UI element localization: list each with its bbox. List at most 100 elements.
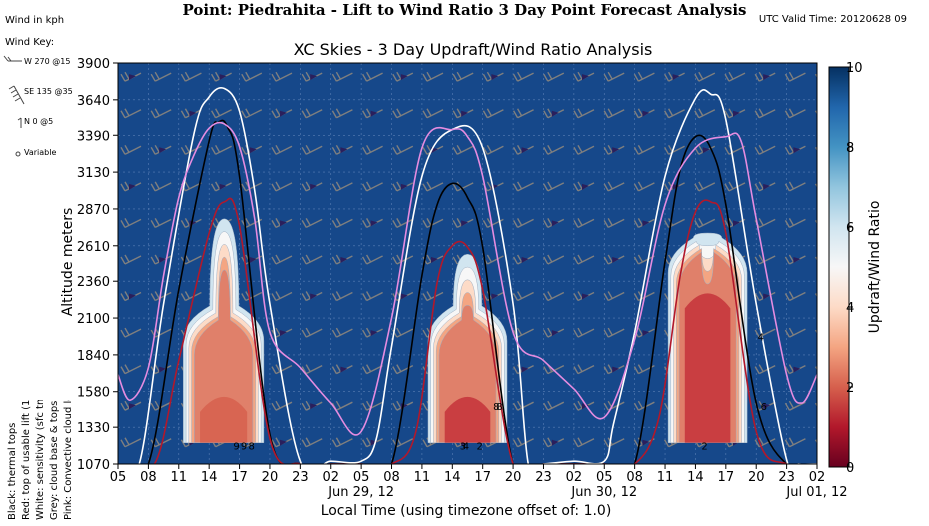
wind-barb [694, 218, 716, 229]
legend-black: Black: thermal tops [7, 423, 18, 520]
x-tick-label: 23 [778, 470, 795, 485]
wind-barb [754, 108, 776, 119]
y-tick-label: 2360 [77, 275, 110, 290]
x-tick-label: 20 [505, 470, 522, 485]
y-tick-label: 2100 [77, 312, 110, 327]
wind-barb [633, 218, 655, 229]
wind-barb [603, 108, 625, 119]
x-tick-label: 17 [231, 470, 248, 485]
wind-barb [814, 366, 817, 371]
wind-barb [331, 218, 353, 229]
wind-barb [814, 402, 817, 408]
wind-barb [361, 400, 383, 411]
wind-barb [694, 71, 716, 82]
wind-barb [543, 291, 565, 302]
wind-barb [482, 71, 504, 82]
wind-key-west: W 270 @15 [24, 57, 71, 66]
y-axis-label: Altitude meters [60, 208, 76, 317]
wind-barb [392, 218, 414, 229]
x-tick-label: 02 [322, 470, 339, 485]
wind-barb [361, 254, 383, 265]
x-date-label: Jun 29, 12 [327, 485, 394, 500]
wind-barb [120, 364, 142, 375]
x-tick-label: 02 [566, 470, 583, 485]
wind-barb [271, 71, 293, 82]
wind-barb [543, 254, 565, 265]
wind-barb [361, 181, 383, 192]
wind-barb [633, 400, 655, 411]
wind-barb [120, 437, 142, 448]
wind-barb [784, 218, 806, 229]
wind-barb [361, 327, 383, 338]
ratio-contours [183, 218, 748, 443]
wind-barb [271, 181, 293, 192]
x-tick-label: 05 [110, 470, 127, 485]
wind-barb [422, 218, 444, 229]
contour-label: 4 [463, 442, 469, 453]
wind-barb [603, 181, 625, 192]
chart-title: XC Skies - 3 Day Updraft/Wind Ratio Anal… [293, 40, 653, 59]
wind-barb [301, 400, 323, 411]
wind-barb [784, 144, 806, 155]
wind-barb [633, 108, 655, 119]
series-line [118, 197, 817, 464]
wind-barb [392, 400, 414, 411]
wind-barb [784, 437, 806, 448]
wind-barb [150, 400, 172, 411]
ratio-contour-core [200, 396, 248, 443]
wind-barb [120, 291, 142, 302]
wind-barb [633, 364, 655, 375]
colorbar-tick-label: 0 [846, 461, 854, 476]
wind-barb [603, 364, 625, 375]
wind-barb [361, 364, 383, 375]
wind-barb [512, 71, 534, 82]
wind-barb [392, 181, 414, 192]
wind-barb [422, 181, 444, 192]
wind-barb [301, 364, 323, 375]
wind-barb [573, 71, 595, 82]
wind-barb [482, 144, 504, 155]
wind-barb [512, 291, 534, 302]
series-line [118, 121, 817, 436]
wind-barbs [120, 71, 817, 448]
wind-barb [331, 71, 353, 82]
wind-barb [210, 71, 232, 82]
wind-barb [482, 218, 504, 229]
wind-barb [814, 183, 817, 188]
wind-barb [150, 71, 172, 82]
x-tick-label: 05 [596, 470, 613, 485]
wind-barb [603, 71, 625, 82]
wind-barb [512, 218, 534, 229]
wind-barb [301, 181, 323, 192]
wind-barb [120, 144, 142, 155]
x-tick-label: 02 [809, 470, 826, 485]
x-axis: 05 08 11 14 17 20 23 02 05 08 11 14 17 20 23 02 05 08 11 14… [110, 464, 848, 500]
wind-barb [663, 71, 685, 82]
wind-barb [301, 291, 323, 302]
wind-barb [814, 329, 817, 334]
wind-barb [422, 108, 444, 119]
wind-barb [331, 254, 353, 265]
wind-barb [573, 181, 595, 192]
x-tick-label: 08 [383, 470, 400, 485]
wind-barb [543, 144, 565, 155]
wind-barb [814, 256, 817, 261]
contour-labels: 9 9 8 34 2 288 64 [233, 332, 767, 452]
ratio-contour-core [444, 396, 491, 443]
wind-barb [150, 254, 172, 265]
wind-barb [271, 291, 293, 302]
y-tick-label: 1070 [77, 458, 110, 473]
series-line [118, 86, 817, 464]
wind-barb [241, 108, 263, 119]
wind-barb [573, 437, 595, 448]
contour-label: 8 [493, 402, 499, 413]
wind-barb [271, 108, 293, 119]
y-tick-label: 1580 [77, 386, 110, 401]
wind-barb [331, 364, 353, 375]
legend-white: White: sensitivity (sfc tmp +2C) [35, 400, 46, 520]
contour-label: 9 [241, 442, 247, 453]
wind-barb [452, 71, 474, 82]
wind-barb [784, 327, 806, 338]
wind-barb [512, 254, 534, 265]
wind-barb [754, 254, 776, 265]
